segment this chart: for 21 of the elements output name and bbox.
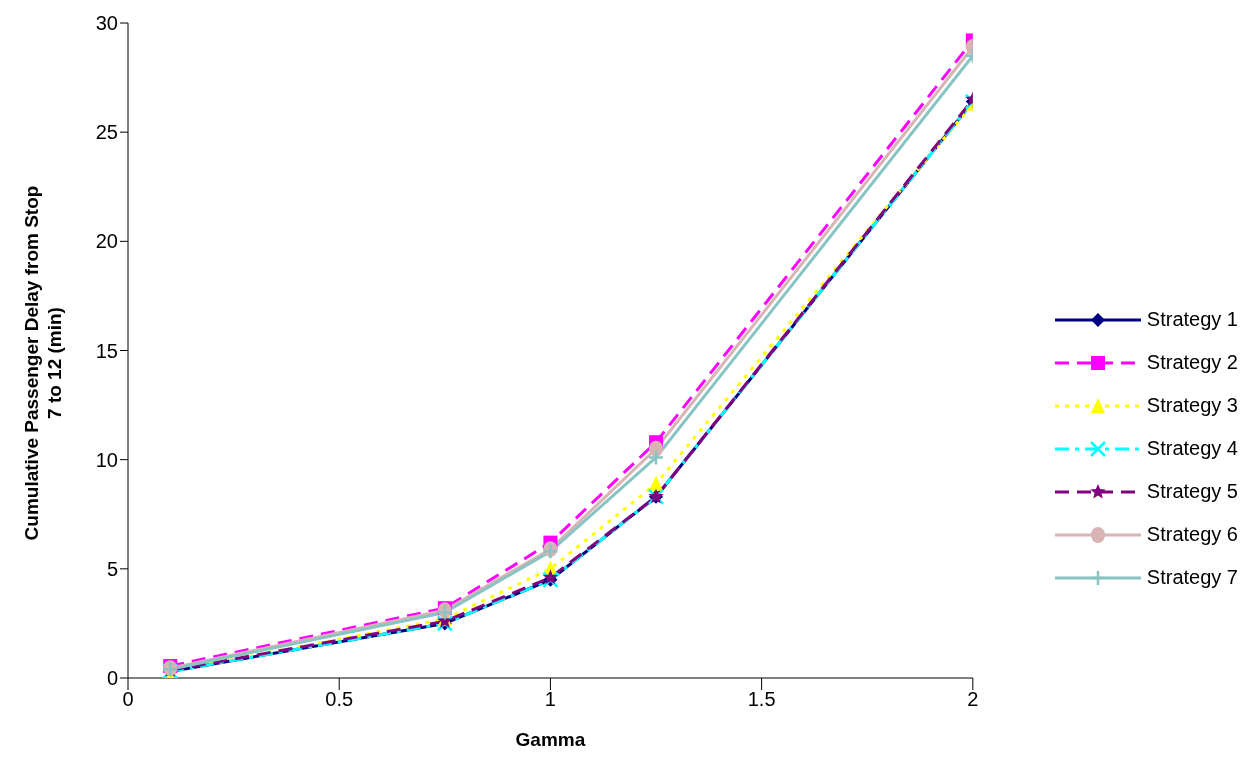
x-tick-label: 1 [544, 688, 556, 711]
x-tick-label: 0.5 [325, 688, 354, 711]
y-tick-label: 30 [95, 12, 118, 35]
x-tick-label: 2 [967, 688, 979, 711]
x-axis-title: Gamma [515, 729, 586, 750]
x-tick-label: 1.5 [747, 688, 776, 711]
legend-label: Strategy 2 [1146, 351, 1238, 374]
y-tick-label: 0 [106, 667, 118, 690]
y-tick-label: 5 [106, 557, 118, 580]
legend-label: Strategy 5 [1146, 480, 1238, 503]
legend-label: Strategy 3 [1146, 394, 1238, 417]
legend-label: Strategy 4 [1146, 437, 1238, 460]
y-tick-label: 20 [95, 230, 118, 253]
x-tick-label: 0 [122, 688, 134, 711]
legend-label: Strategy 6 [1146, 523, 1238, 546]
legend-label: Strategy 7 [1146, 566, 1238, 589]
y-axis-title: Cumulative Passenger Delay from Stop 7 to 12 (min) [21, 185, 65, 541]
y-tick-label: 10 [95, 448, 118, 471]
y-tick-label: 15 [95, 339, 118, 362]
legend-label: Strategy 1 [1146, 308, 1238, 331]
y-tick-label: 25 [95, 121, 118, 144]
